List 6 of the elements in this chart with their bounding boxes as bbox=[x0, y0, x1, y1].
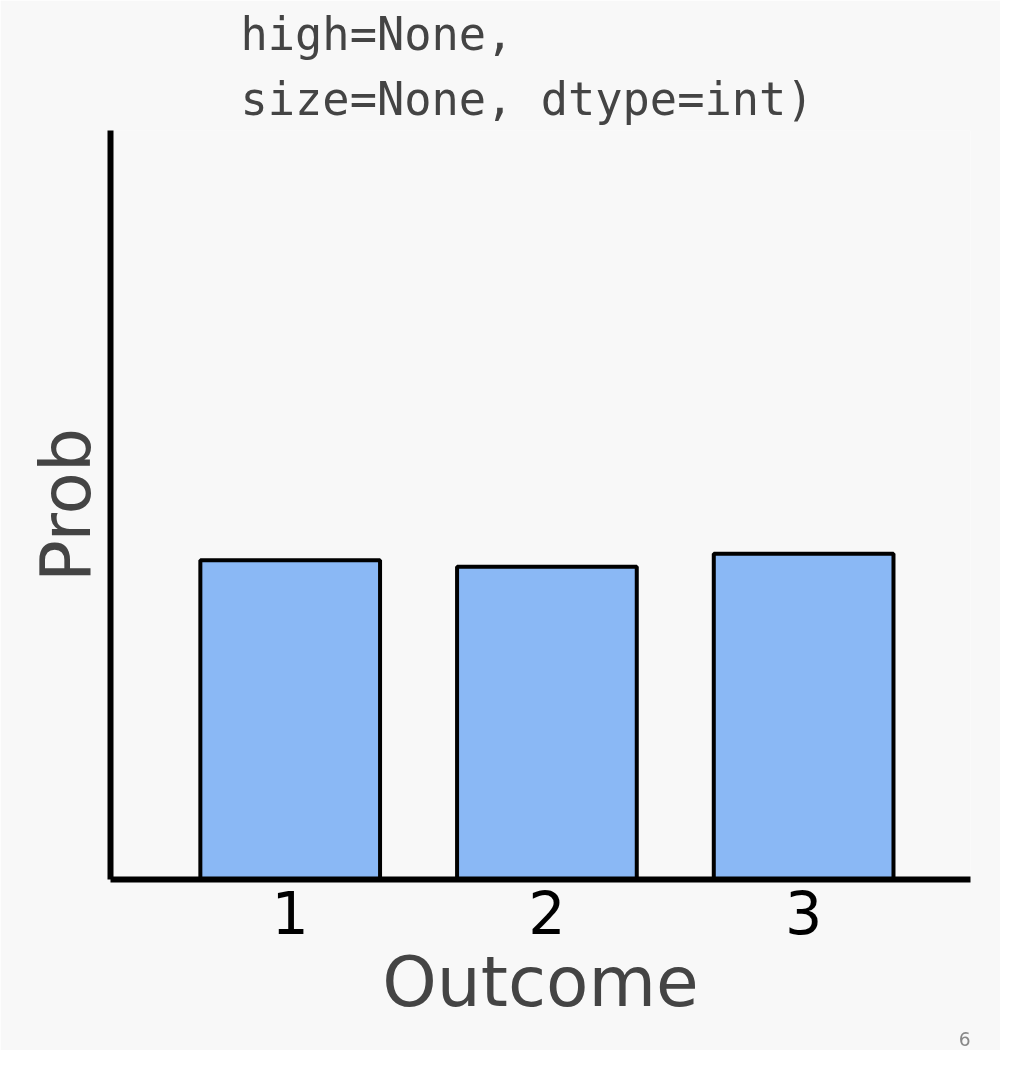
y-axis-title: Prob bbox=[25, 428, 106, 582]
x-tick-label: 3 bbox=[784, 879, 823, 948]
text: 6 bbox=[958, 1028, 971, 1050]
text: high=None, bbox=[240, 7, 514, 61]
text: size=None, dtype=int) bbox=[240, 72, 814, 126]
x-tick-label: 1 bbox=[271, 879, 309, 948]
